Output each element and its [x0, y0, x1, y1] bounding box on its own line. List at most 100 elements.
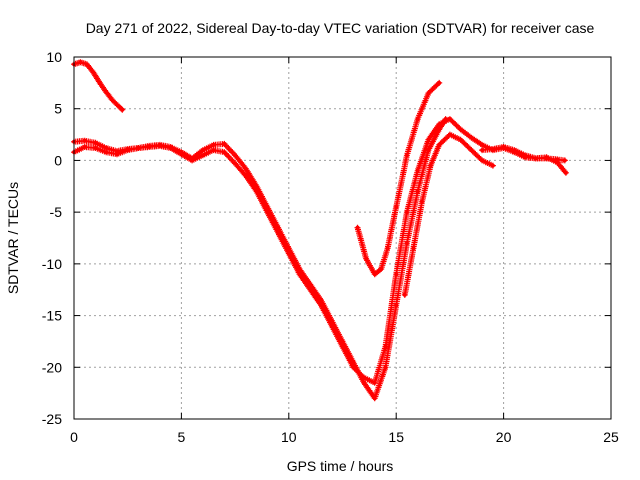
data-point — [490, 163, 495, 168]
data-point — [372, 380, 377, 385]
y-tick-label: 0 — [54, 152, 62, 168]
data-point — [120, 107, 125, 112]
series-arc-2 — [71, 116, 449, 402]
x-tick-label: 0 — [70, 429, 78, 445]
y-axis-label: SDTVAR / TECUs — [5, 182, 21, 294]
series-arc-1 — [71, 59, 126, 113]
data-point — [415, 168, 420, 173]
data-point — [404, 153, 409, 158]
data-point — [469, 135, 474, 140]
data-point — [147, 144, 152, 149]
data-point — [82, 144, 87, 149]
data-point — [78, 60, 83, 65]
grid — [74, 57, 611, 419]
x-tick-label: 10 — [281, 429, 297, 445]
data-point — [404, 241, 409, 246]
data-point — [415, 189, 420, 194]
data-point — [480, 142, 485, 147]
data-point — [385, 246, 390, 251]
data-point — [411, 246, 416, 251]
data-point — [447, 117, 452, 122]
data-point — [265, 210, 270, 215]
data-point — [340, 344, 345, 349]
data-point — [276, 230, 281, 235]
data-point — [233, 161, 238, 166]
data-point — [523, 153, 528, 158]
y-tick-label: -25 — [42, 411, 62, 427]
y-tick-label: -20 — [42, 359, 62, 375]
series-markers — [71, 116, 568, 386]
data-point — [364, 256, 369, 261]
data-point — [200, 153, 205, 158]
data-point — [426, 137, 431, 142]
data-point — [104, 150, 109, 155]
chart-title: Day 271 of 2022, Sidereal Day-to-day VTE… — [86, 20, 595, 36]
x-tick-labels: 0 5 10 15 20 25 — [70, 429, 619, 445]
data-point — [361, 375, 366, 380]
y-tick-label: -10 — [42, 256, 62, 272]
data-point — [533, 156, 538, 161]
series-markers — [401, 131, 496, 298]
data-point — [211, 148, 216, 153]
series-markers — [71, 116, 449, 402]
data-point — [243, 173, 248, 178]
ticks — [73, 56, 612, 420]
data-point — [361, 380, 366, 385]
data-point — [562, 158, 567, 163]
data-point — [319, 303, 324, 308]
data-point — [104, 90, 109, 95]
data-point — [84, 62, 89, 67]
series-arc-6 — [479, 144, 569, 176]
data-point — [372, 272, 377, 277]
data-point — [480, 148, 485, 153]
data-point — [394, 272, 399, 277]
series-arc-4 — [354, 79, 443, 278]
data-point — [179, 152, 184, 157]
data-point — [355, 225, 360, 230]
data-point — [222, 141, 227, 146]
y-tick-label: -5 — [50, 204, 63, 220]
data-point — [469, 148, 474, 153]
data-point — [168, 146, 173, 151]
data-point — [125, 147, 130, 152]
plot-frame — [73, 56, 612, 420]
data-point — [222, 150, 227, 155]
data-point — [93, 146, 98, 151]
data-point — [490, 147, 495, 152]
data-point — [351, 365, 356, 370]
data-point — [426, 91, 431, 96]
data-point — [437, 80, 442, 85]
data-point — [114, 152, 119, 157]
data-point — [447, 132, 452, 137]
data-point — [415, 117, 420, 122]
data-point — [383, 365, 388, 370]
data-point — [211, 142, 216, 147]
series-layer — [71, 59, 569, 402]
data-point — [82, 138, 87, 143]
data-point — [437, 122, 442, 127]
data-point — [404, 210, 409, 215]
data-point — [136, 146, 141, 151]
data-point — [200, 148, 205, 153]
y-tick-label: -15 — [42, 308, 62, 324]
x-tick-label: 15 — [388, 429, 404, 445]
y-tick-label: 5 — [54, 101, 62, 117]
data-point — [104, 146, 109, 151]
data-point — [394, 204, 399, 209]
x-tick-label: 5 — [178, 429, 186, 445]
data-point — [480, 158, 485, 163]
data-point — [329, 323, 334, 328]
data-point — [383, 344, 388, 349]
x-tick-label: 25 — [603, 429, 619, 445]
data-point — [394, 303, 399, 308]
data-point — [458, 127, 463, 132]
series-arc-5 — [401, 131, 496, 298]
data-point — [114, 149, 119, 154]
data-point — [91, 70, 96, 75]
data-point — [254, 189, 259, 194]
series-arc-3 — [71, 116, 568, 386]
y-tick-labels: 10 5 0 -5 -10 -15 -20 -25 — [42, 49, 62, 427]
data-point — [379, 267, 384, 272]
data-point — [428, 163, 433, 168]
